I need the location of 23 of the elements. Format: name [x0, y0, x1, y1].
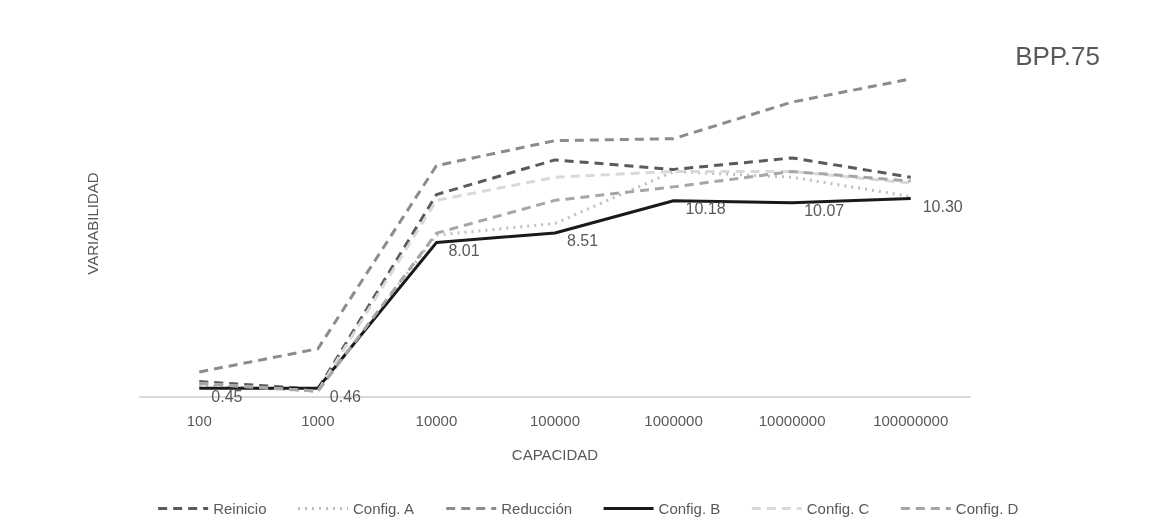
legend-label: Config. A	[353, 500, 414, 517]
x-tick-label: 1000000	[644, 412, 703, 429]
data-label: 10.07	[804, 202, 845, 220]
x-tick-label: 1000	[301, 412, 335, 429]
x-tick-label: 100000000	[873, 412, 949, 429]
legend-label: Config. D	[955, 500, 1019, 517]
x-tick-label: 10000000	[758, 412, 826, 429]
data-label: 10.18	[685, 200, 726, 218]
x-tick-label: 100	[186, 412, 212, 429]
legend-label: Config. C	[806, 500, 870, 517]
x-axis-title: CAPACIDAD	[511, 446, 599, 463]
legend-label: Reinicio	[213, 500, 267, 517]
data-label: 8.01	[448, 242, 480, 260]
data-label: 8.51	[567, 232, 599, 250]
data-label: 0.46	[329, 387, 362, 405]
data-label: 0.45	[211, 387, 243, 405]
text: BPP.75	[1015, 41, 1101, 71]
data-label: 10.30	[922, 197, 963, 215]
x-tick-label: 10000	[415, 412, 458, 429]
legend-label: Config. B	[658, 500, 721, 517]
x-tick-label: 100000	[529, 412, 581, 429]
y-axis-title: VARIABILIDAD	[84, 172, 101, 275]
legend-label: Reducción	[501, 500, 573, 517]
